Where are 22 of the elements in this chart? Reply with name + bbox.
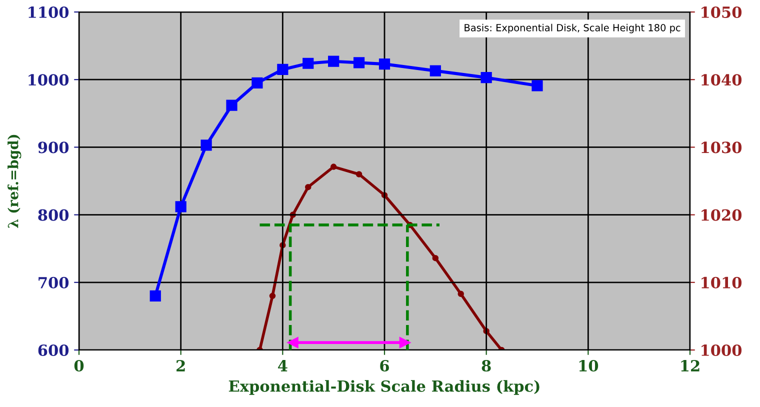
y2-tick-label: 1030	[702, 142, 742, 154]
x-tick-label: 4	[278, 360, 288, 372]
y2-tick-label: 1010	[702, 276, 742, 288]
annotation: Basis: Exponential Disk, Scale Height 180 pc	[464, 24, 680, 34]
x-tick-label: 10	[579, 360, 598, 372]
y-tick-label: 700	[38, 276, 69, 288]
x-tick-label: 2	[176, 360, 185, 372]
y2-tick-label: 1040	[702, 74, 742, 86]
x-tick-label: 0	[74, 360, 84, 372]
y-tick-label: 1000	[28, 74, 69, 86]
y-tick-label: 900	[38, 142, 69, 154]
x-axis-title: Exponential-Disk Scale Radius (kpc)	[228, 380, 540, 395]
y-axis-title: λ (ref.=bgd)	[8, 134, 22, 228]
x-tick-label: 8	[482, 360, 491, 372]
y2-tick-label: 1000	[702, 344, 742, 356]
x-tick-label: 6	[380, 360, 389, 372]
y-tick-label: 800	[38, 209, 69, 221]
y-tick-label: 1100	[28, 6, 69, 18]
x-tick-label: 12	[681, 360, 700, 372]
y2-tick-label: 1020	[702, 209, 742, 221]
y2-tick-label: 1050	[702, 6, 742, 18]
y-tick-label: 600	[38, 344, 69, 356]
